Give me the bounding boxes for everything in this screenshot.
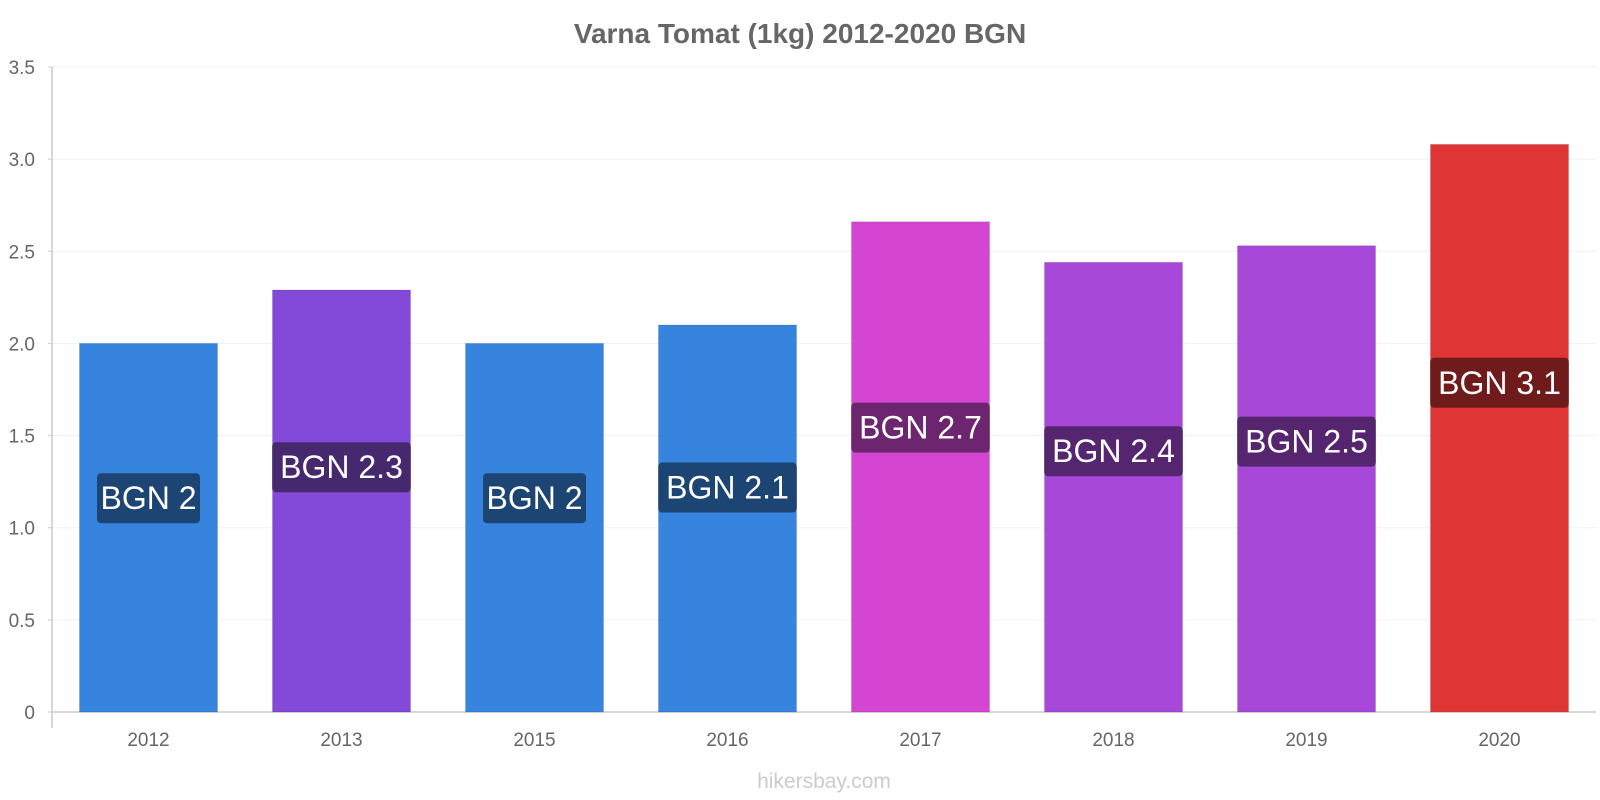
x-tick-label: 2016	[706, 730, 748, 751]
data-label: BGN 2.5	[1245, 424, 1368, 460]
data-label: BGN 2.4	[1052, 433, 1175, 469]
bars	[79, 143, 1569, 713]
data-label-box-2015	[483, 473, 586, 524]
x-tick-label: 2019	[1285, 730, 1327, 751]
x-tick-label: 2020	[1478, 730, 1520, 751]
source-watermark: hikersbay.com	[757, 770, 891, 793]
x-tick-label: 2013	[320, 730, 362, 751]
bar-2017	[851, 221, 990, 713]
bar-2018	[1044, 261, 1183, 713]
x-tick-label: 2015	[513, 730, 555, 751]
data-label-box-2020	[1430, 357, 1569, 408]
data-label: BGN 2.1	[666, 470, 789, 506]
bar-2020	[1430, 143, 1569, 713]
chart-title: Varna Tomat (1kg) 2012-2020 BGN	[574, 18, 1026, 49]
data-label-box-2013	[272, 442, 411, 493]
bar-2016	[658, 324, 797, 713]
data-label: BGN 2.7	[859, 410, 982, 446]
data-labels: BGN 2 BGN 2.3 BGN 2 BGN 2.1 BGN 2.7 BGN 2.4 BG…	[97, 357, 1569, 524]
data-label-box-2018	[1044, 426, 1183, 477]
x-tick-label: 2012	[127, 730, 169, 751]
data-label: BGN 2.3	[280, 449, 403, 485]
y-tick-label: 3.5	[9, 58, 35, 79]
bar-2015	[465, 342, 604, 713]
x-tick-label: 2018	[1092, 730, 1134, 751]
data-label: BGN 3.1	[1438, 365, 1561, 401]
y-tick-label: 3.0	[9, 150, 35, 171]
y-tick-label: 2.0	[9, 334, 35, 355]
data-label: BGN 2	[100, 480, 196, 516]
y-tick-label: 0	[24, 703, 35, 724]
bar-2013	[272, 289, 411, 713]
data-label-box-2012	[97, 473, 200, 524]
x-tick-label: 2017	[899, 730, 941, 751]
data-label-box-2016	[658, 462, 797, 513]
y-tick-label: 0.5	[9, 611, 35, 632]
y-tick-label: 1.5	[9, 427, 35, 448]
y-tick-label: 1.0	[9, 519, 35, 540]
y-tick-label: 2.5	[9, 242, 35, 263]
bar-2012	[79, 342, 218, 713]
bar-2019	[1237, 245, 1376, 713]
data-label-box-2019	[1237, 416, 1376, 467]
data-label-box-2017	[851, 402, 990, 453]
data-label: BGN 2	[486, 480, 582, 516]
